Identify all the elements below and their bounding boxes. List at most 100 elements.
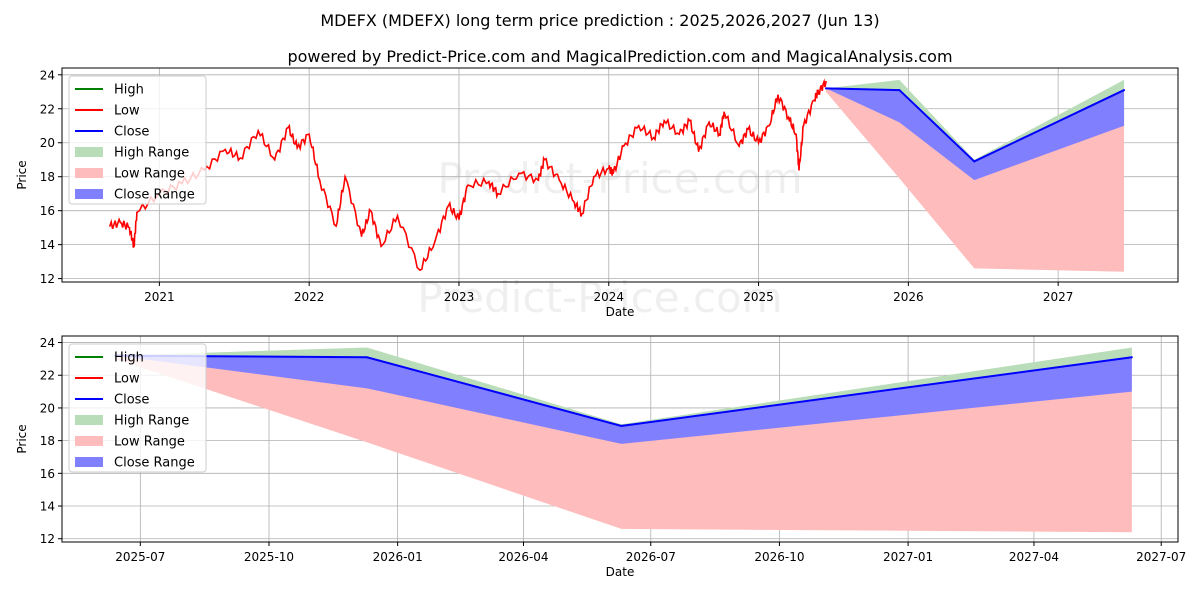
legend-label: High Range <box>114 414 189 429</box>
close-forecast-point <box>898 89 901 92</box>
x-tick-label: 2026-10 <box>754 550 804 564</box>
low-price-line <box>109 78 827 272</box>
low-price-point <box>738 145 740 147</box>
legend-swatch-low-range <box>75 436 103 446</box>
top-plot: Predict-Price.com Predict-Price.com 12 14 16… <box>15 67 1179 322</box>
y-tick-label: 16 <box>40 204 55 218</box>
low-price-point <box>344 175 346 178</box>
low-price-point <box>757 141 760 144</box>
close-forecast-point <box>1130 356 1133 359</box>
low-price-point <box>622 145 625 147</box>
close-forecast-point <box>973 160 976 163</box>
close-forecast-point <box>1123 89 1126 92</box>
low-price-point <box>419 269 421 271</box>
low-price-point <box>795 133 797 136</box>
legend-label: Low Range <box>114 435 185 450</box>
close-forecast-line <box>115 354 1132 427</box>
plot-frame <box>61 67 1179 283</box>
high-range-area <box>825 79 1125 162</box>
y-tick-label: 20 <box>40 401 55 415</box>
x-tick-label: 2022 <box>294 290 325 304</box>
watermark: Predict-Price.com <box>417 273 782 322</box>
low-price-point <box>813 99 815 102</box>
low-price-point <box>518 172 520 175</box>
low-price-point <box>787 116 790 119</box>
legend-swatch-high-range <box>75 147 103 157</box>
close-forecast-point <box>620 424 623 427</box>
low-price-point <box>335 225 337 227</box>
x-tick-label: 2026-01 <box>373 550 423 564</box>
low-price-point <box>802 124 805 127</box>
chart-title: MDEFX (MDEFX) long term price prediction… <box>320 11 879 30</box>
legend: High Low Close High Range Low Range Close Ran… <box>68 75 207 205</box>
watermark: Predict-Price.com <box>437 154 802 203</box>
y-axis-label: Price <box>15 160 29 189</box>
low-price-point <box>136 211 138 214</box>
low-price-point <box>488 180 490 183</box>
x-tick-label: 2025-07 <box>115 550 165 564</box>
legend-label: Close <box>114 393 149 408</box>
close-range-area <box>825 88 1125 181</box>
low-price-point <box>537 179 540 181</box>
low-price-point <box>380 245 382 248</box>
low-price-point <box>360 235 363 237</box>
low-price-point <box>273 158 276 161</box>
x-tick-label: 2025 <box>743 290 774 304</box>
legend-label: Close Range <box>114 456 195 471</box>
legend-label: Close Range <box>114 188 195 203</box>
low-price-point <box>581 213 583 215</box>
low-price-point <box>467 184 469 186</box>
y-tick-label: 22 <box>40 102 55 116</box>
low-price-point <box>224 148 227 151</box>
y-tick-label: 12 <box>40 272 55 286</box>
x-axis-label: Date <box>606 565 635 579</box>
low-price-point <box>257 130 260 132</box>
low-price-point <box>747 128 749 130</box>
low-price-point <box>318 179 321 181</box>
x-tick-label: 2024 <box>593 290 624 304</box>
legend: High Low Close High Range Low Range Close Ran… <box>68 343 207 473</box>
low-price-point <box>678 133 680 136</box>
low-price-point <box>287 126 289 129</box>
y-tick-label: 24 <box>40 336 55 350</box>
legend-swatch-low-range <box>75 168 103 178</box>
plot-frame <box>61 335 1179 543</box>
x-tick-label: 2025-10 <box>244 550 294 564</box>
legend-label: High <box>114 351 144 366</box>
low-price-point <box>543 158 546 161</box>
low-price-point <box>607 167 610 170</box>
low-price-point <box>708 121 710 124</box>
low-price-point <box>558 179 561 181</box>
x-tick-label: 2026 <box>893 290 924 304</box>
chart-subtitle: powered by Predict-Price.com and Magical… <box>287 47 952 66</box>
x-tick-label: 2027 <box>1043 290 1074 304</box>
legend-swatch-close-range <box>75 457 103 467</box>
y-tick-label: 18 <box>40 434 55 448</box>
legend-swatch-close-range <box>75 189 103 199</box>
low-price-point <box>497 192 499 195</box>
x-tick-label: 2026-04 <box>498 550 548 564</box>
low-price-point <box>239 157 242 159</box>
low-price-point <box>697 150 700 153</box>
y-tick-label: 18 <box>40 170 55 184</box>
y-tick-label: 14 <box>40 238 55 252</box>
legend-box <box>68 75 207 205</box>
low-price-point <box>308 133 310 136</box>
x-axis-label: Date <box>606 305 635 319</box>
x-tick-label: 2021 <box>144 290 175 304</box>
low-price-point <box>396 214 399 217</box>
low-price-point <box>768 124 770 127</box>
low-price-point <box>612 172 615 175</box>
legend-swatch-high-range <box>75 415 103 425</box>
x-tick-label: 2027-01 <box>883 550 933 564</box>
close-forecast-point <box>365 356 368 359</box>
close-range-area <box>115 355 1132 444</box>
low-price-point <box>369 209 372 212</box>
low-price-point <box>458 218 460 220</box>
low-price-point <box>718 133 721 136</box>
low-price-point <box>592 175 595 178</box>
low-price-point <box>109 225 111 227</box>
low-price-point <box>723 111 725 113</box>
